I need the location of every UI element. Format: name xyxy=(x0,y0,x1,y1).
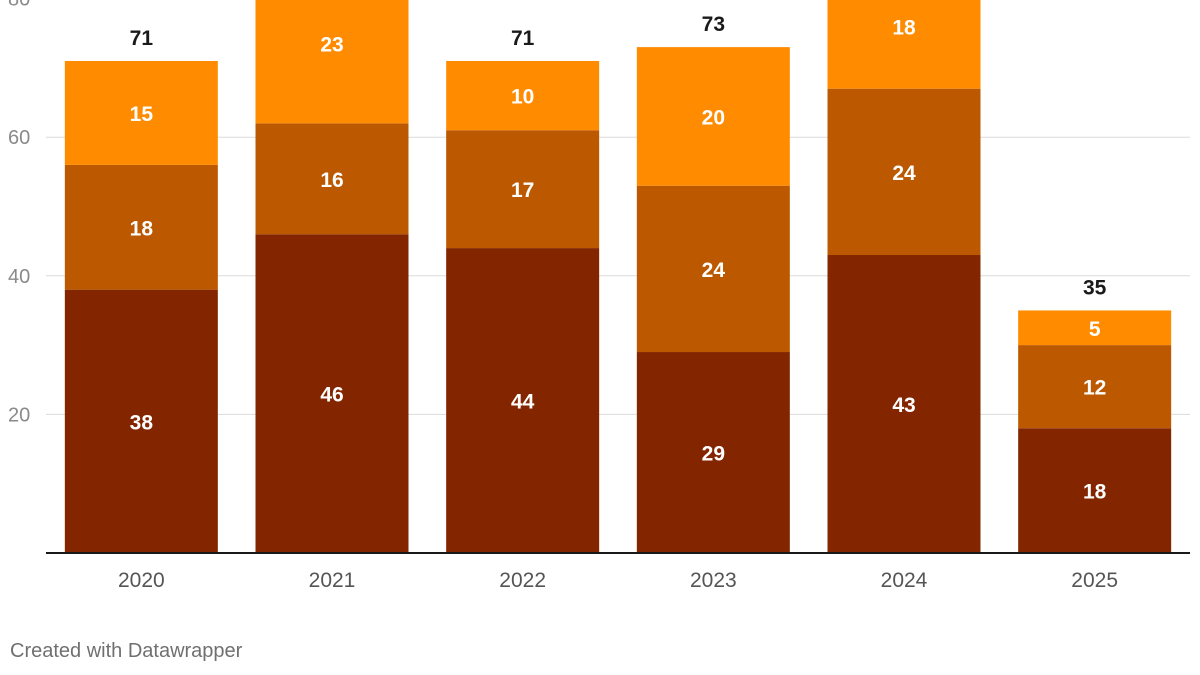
segment-value-label: 44 xyxy=(511,391,535,414)
segment-value-label: 20 xyxy=(702,106,725,129)
bars xyxy=(64,0,1172,553)
segment-value-label: 18 xyxy=(1083,481,1107,504)
y-tick-label: 60 xyxy=(8,127,30,149)
bar-segment xyxy=(64,60,218,165)
bar-segment xyxy=(64,289,218,553)
bar-segment xyxy=(446,248,600,553)
bar-segment xyxy=(1018,345,1172,429)
bar-segment xyxy=(255,0,409,124)
total-value-label: 71 xyxy=(511,27,535,50)
segment-value-label: 10 xyxy=(511,86,534,109)
segment-value-label: 38 xyxy=(130,411,154,434)
axes: 20406080202020212022202320242025 xyxy=(8,0,1190,592)
data-labels: 3818157146162385441710712924207343241885… xyxy=(130,13,1107,504)
segment-value-label: 24 xyxy=(702,259,726,282)
segment-value-label: 46 xyxy=(320,384,343,407)
y-tick-label: 80 xyxy=(8,0,30,11)
segment-value-label: 24 xyxy=(892,162,916,185)
total-value-label: 71 xyxy=(130,27,154,50)
segment-value-label: 15 xyxy=(130,103,154,126)
bar-segment xyxy=(1018,310,1172,346)
total-value-label: 73 xyxy=(702,13,725,36)
segment-value-label: 16 xyxy=(320,169,343,192)
gridlines xyxy=(46,136,1190,415)
y-tick-label: 40 xyxy=(8,266,30,288)
x-tick-label: 2023 xyxy=(690,569,737,592)
segment-value-label: 5 xyxy=(1089,318,1101,341)
segment-value-label: 12 xyxy=(1083,377,1106,400)
x-tick-label: 2020 xyxy=(118,569,165,592)
bar-segment xyxy=(827,88,981,256)
bar-segment xyxy=(636,352,790,553)
x-tick-label: 2024 xyxy=(881,569,928,592)
y-tick-label: 20 xyxy=(8,404,30,426)
total-value-label: 35 xyxy=(1083,276,1107,299)
bar-segment xyxy=(827,0,981,89)
credit-text: Created with Datawrapper xyxy=(10,640,243,662)
segment-value-label: 29 xyxy=(702,443,725,466)
x-tick-label: 2025 xyxy=(1071,569,1118,592)
segment-value-label: 18 xyxy=(130,217,154,240)
bar-segment xyxy=(1018,428,1172,553)
segment-value-label: 17 xyxy=(511,179,534,202)
segment-value-label: 43 xyxy=(892,394,915,417)
bar-segment xyxy=(446,60,600,131)
bar-segment xyxy=(255,234,409,553)
bar-segment xyxy=(446,130,600,249)
x-tick-label: 2022 xyxy=(499,569,546,592)
bar-segment xyxy=(636,47,790,186)
bar-segment xyxy=(64,164,218,290)
x-tick-label: 2021 xyxy=(309,569,356,592)
bar-segment xyxy=(636,185,790,353)
bar-segment xyxy=(255,123,409,235)
segment-value-label: 23 xyxy=(320,34,343,57)
bar-segment xyxy=(827,255,981,553)
segment-value-label: 18 xyxy=(892,16,916,39)
